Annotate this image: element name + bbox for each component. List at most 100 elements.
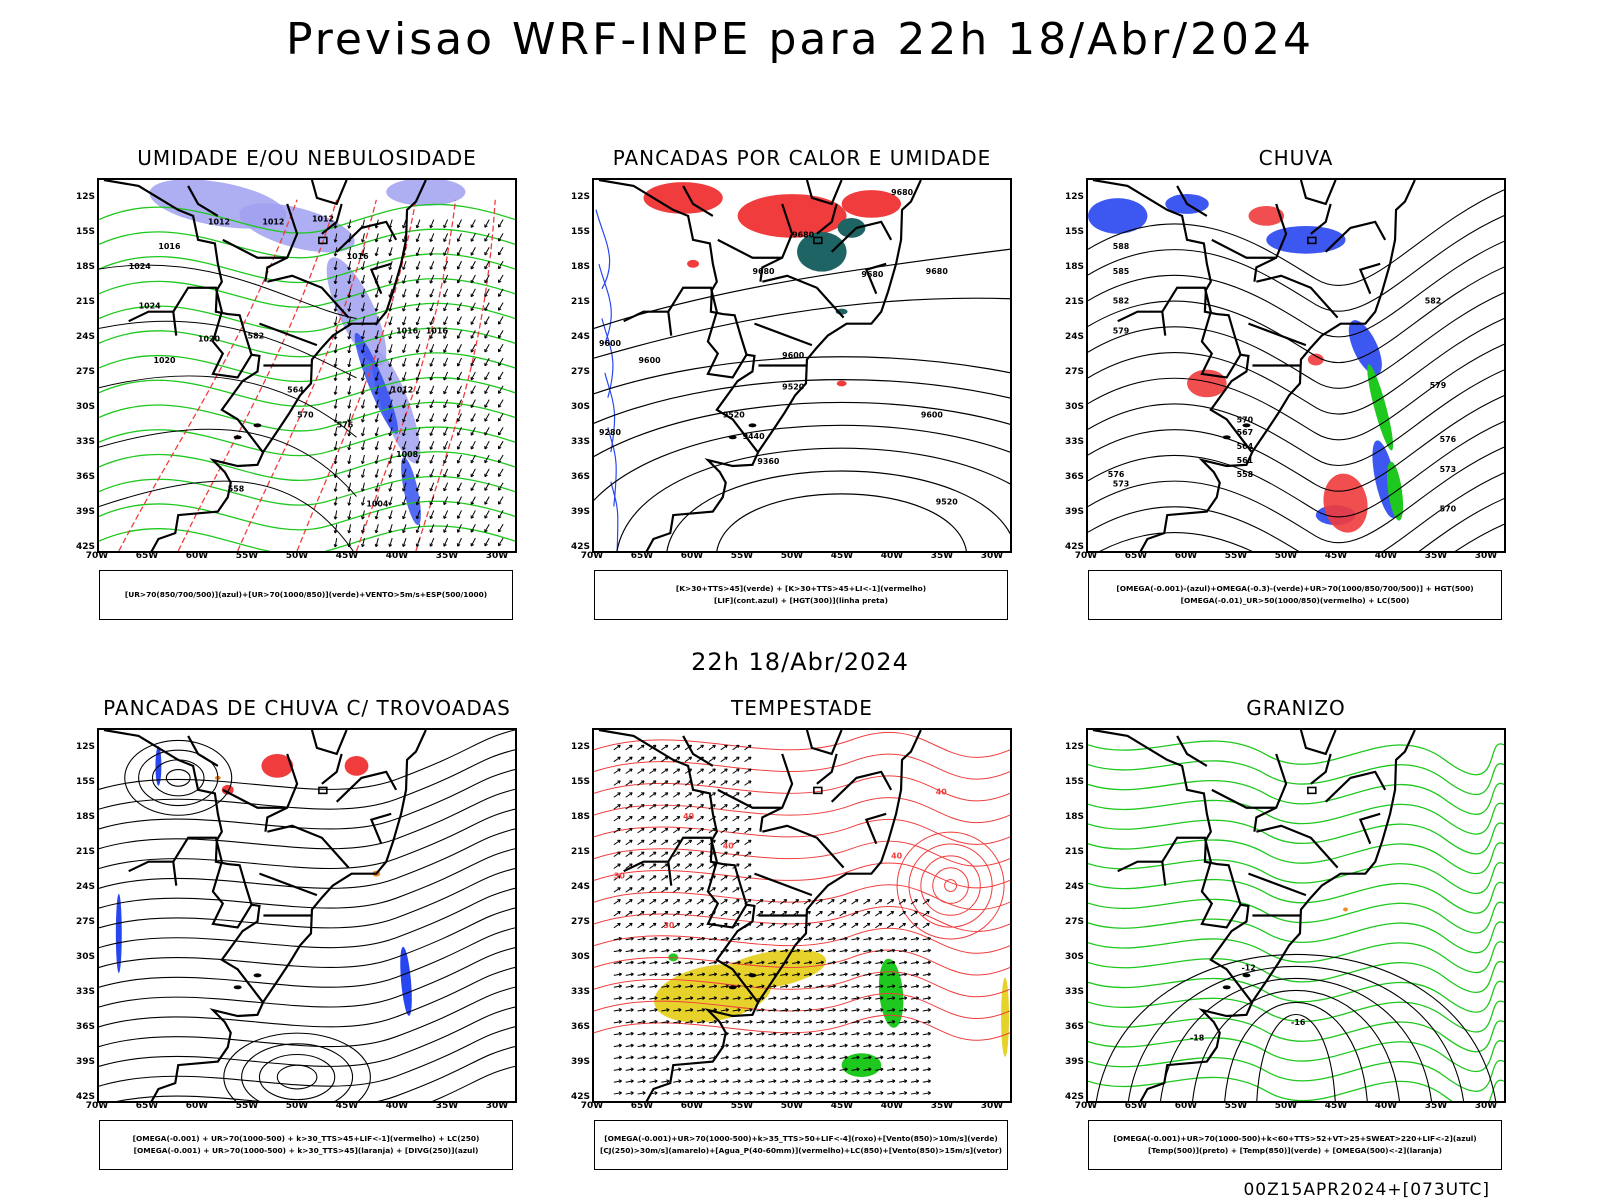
lat-tick-label: 15S xyxy=(75,777,95,787)
contour-label: 1016 xyxy=(347,252,370,261)
pw-labels: 40 40 40 40 30 30 xyxy=(614,787,947,930)
lon-tick-label: 45W xyxy=(1324,551,1348,561)
lat-tick-label: 30S xyxy=(1064,402,1084,412)
lat-tick-label: 24S xyxy=(75,332,95,342)
contour-label: 570 xyxy=(297,410,314,419)
lat-tick-label: 24S xyxy=(1064,332,1084,342)
contour-label: 9680 xyxy=(891,188,914,197)
map-tempestade: 40 40 40 40 30 30 xyxy=(592,728,1012,1103)
lat-tick-label: 36S xyxy=(1064,1022,1084,1032)
red-unstable xyxy=(643,182,902,387)
lat-tick-label: 12S xyxy=(570,742,590,752)
contour-label: 40 xyxy=(723,842,735,851)
panel-title-granizo: GRANIZO xyxy=(1246,696,1346,720)
contour-label: 576 xyxy=(1108,470,1125,479)
lon-tick-label: 60W xyxy=(185,1101,209,1111)
lon-tick-label: 35W xyxy=(930,551,954,561)
map-calor-coastline xyxy=(598,180,922,551)
teal-unstable xyxy=(797,217,866,315)
lat-tick-label: 12S xyxy=(75,192,95,202)
map-granizo-coastline xyxy=(1092,730,1416,1101)
contour-label: -16 xyxy=(1291,1018,1306,1027)
height-labels: 5885855825795765735705675645615585825795… xyxy=(1108,242,1457,513)
lon-tick-label: 65W xyxy=(630,551,654,561)
map-trovoadas-coastline xyxy=(103,730,427,1101)
lon-tick-label: 65W xyxy=(135,551,159,561)
red-storms xyxy=(221,754,369,795)
lon-tick-label: 55W xyxy=(235,1101,259,1111)
lat-tick-label: 33S xyxy=(75,437,95,447)
contour-label: -18 xyxy=(1190,1034,1205,1043)
lat-tick-label: 42S xyxy=(75,1092,95,1102)
lon-tick-label: 30W xyxy=(1474,551,1498,561)
map-trovoadas xyxy=(97,728,517,1103)
lat-tick-label: 33S xyxy=(1064,987,1084,997)
hgt300-upper xyxy=(594,248,1010,359)
lon-tick-label: 70W xyxy=(580,551,604,561)
lon-tick-label: 40W xyxy=(1374,551,1398,561)
contour-label: 9280 xyxy=(599,428,622,437)
lat-tick-label: 18S xyxy=(570,262,590,272)
contour-label: 9680 xyxy=(926,267,949,276)
blue-divg xyxy=(115,746,412,1016)
lon-tick-label: 55W xyxy=(1224,551,1248,561)
lon-tick-label: 55W xyxy=(235,551,259,561)
lon-tick-label: 55W xyxy=(730,1101,754,1111)
contour-label: 1016 xyxy=(158,242,181,251)
lat-tick-label: 39S xyxy=(570,1057,590,1067)
map-granizo: -12 -16 -18 xyxy=(1086,728,1506,1103)
legend-line: [OMEGA(-0.001)+UR>70(1000-500)+k<60+TTS>… xyxy=(1113,1134,1477,1143)
contour-label: 40 xyxy=(891,852,903,861)
contour-label: 573 xyxy=(1440,465,1457,474)
lon-tick-label: 40W xyxy=(385,551,409,561)
green-contours xyxy=(99,203,515,551)
lon-tick-label: 65W xyxy=(1124,1101,1148,1111)
lat-tick-label: 15S xyxy=(1064,777,1084,787)
contour-label: 579 xyxy=(1430,381,1447,390)
contour-label: 570 xyxy=(1440,504,1457,513)
lat-tick-label: 24S xyxy=(1064,882,1084,892)
pressure-labels: 1012 1012 1012 1016 1016 1016 1020 1024 1020 1024… xyxy=(129,215,449,509)
contour-label: 9520 xyxy=(782,383,805,392)
legend-chuva: [OMEGA(-0.001)-(azul)+OMEGA(-0.3)-(verde… xyxy=(1088,570,1502,620)
legend-tempestade: [OMEGA(-0.001)+UR>70(1000-500)+k>35_TTS>… xyxy=(594,1120,1008,1170)
lat-tick-label: 27S xyxy=(75,367,95,377)
contour-label: 1024 xyxy=(129,262,152,271)
lon-tick-label: 50W xyxy=(1274,551,1298,561)
legend-granizo: [OMEGA(-0.001)+UR>70(1000-500)+k<60+TTS>… xyxy=(1088,1120,1502,1170)
map-chuva: 588 585 582 579 576 573 570 567 564 561 558 582 579 5… xyxy=(1086,178,1506,553)
contour-label: 1016 xyxy=(426,326,449,335)
lon-tick-label: 60W xyxy=(680,551,704,561)
legend-line: [CJ(250)>30m/s](amarelo)+[Agua_P(40-60mm… xyxy=(600,1146,1002,1155)
contour-label: 30 xyxy=(663,921,675,930)
lat-tick-label: 27S xyxy=(570,367,590,377)
lat-tick-label: 36S xyxy=(1064,472,1084,482)
black-pressure xyxy=(99,264,357,551)
contour-label: 564 xyxy=(1237,442,1254,451)
contour-label: 582 xyxy=(248,331,265,340)
lat-tick-label: 15S xyxy=(570,777,590,787)
height-labels: 9680 9680 9680 9680 9680 9600 9600 9600 9520 9520… xyxy=(599,188,958,507)
contour-label: 40 xyxy=(683,812,695,821)
lat-tick-label: 39S xyxy=(1064,1057,1084,1067)
lat-tick-label: 21S xyxy=(1064,847,1084,857)
contour-label: 9600 xyxy=(639,356,662,365)
contour-label: 40 xyxy=(936,787,948,796)
lon-tick-label: 35W xyxy=(435,1101,459,1111)
lat-tick-label: 30S xyxy=(75,402,95,412)
lon-tick-label: 40W xyxy=(1374,1101,1398,1111)
legend-line: [LIF](cont.azul) + [HGT(300)](linha pret… xyxy=(714,596,888,605)
contour-label: -12 xyxy=(1242,963,1256,972)
lon-tick-label: 45W xyxy=(830,1101,854,1111)
lon-tick-label: 30W xyxy=(980,1101,1004,1111)
map-canvas-umidade: 1012 1012 1012 1016 1016 1016 1020 1024 1020 1024… xyxy=(99,180,515,551)
legend-line: [Temp(500)](preto) + [Temp(850)](verde) … xyxy=(1147,1146,1443,1155)
lat-tick-label: 39S xyxy=(75,507,95,517)
contour-label: 1012 xyxy=(312,215,334,224)
contour-label: 579 xyxy=(1113,326,1130,335)
lat-tick-label: 33S xyxy=(1064,437,1084,447)
lat-tick-label: 30S xyxy=(1064,952,1084,962)
temp-labels: -12 -16 -18 xyxy=(1190,963,1306,1042)
lon-tick-label: 55W xyxy=(1224,1101,1248,1111)
contour-label: 582 xyxy=(1425,297,1442,306)
